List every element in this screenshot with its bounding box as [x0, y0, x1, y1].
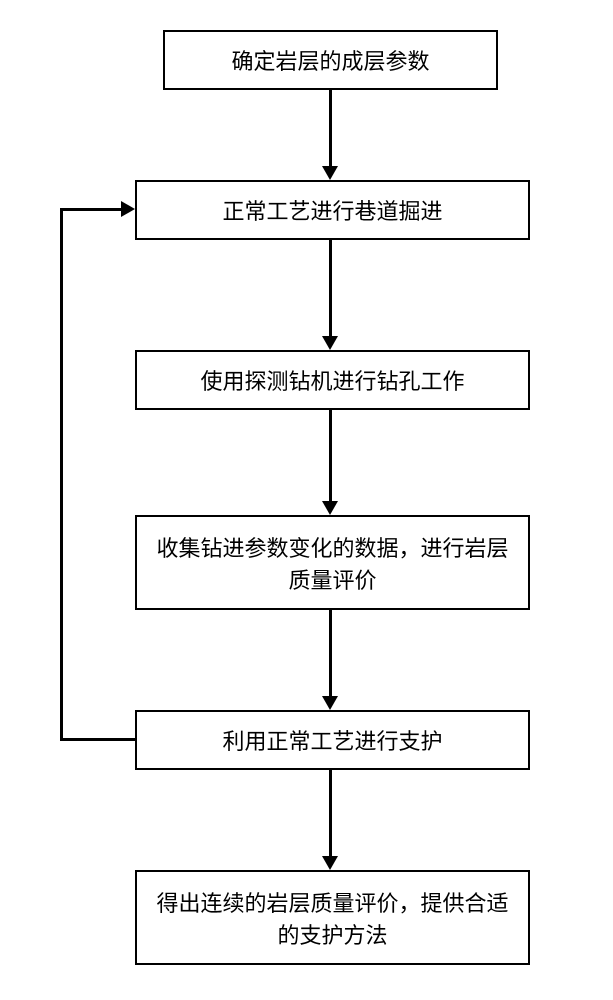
arrow-head-icon	[322, 166, 338, 180]
edge-line	[329, 410, 332, 502]
arrow-head-icon	[322, 856, 338, 870]
edge-line-feedback	[60, 208, 63, 741]
arrow-head-icon	[121, 201, 135, 217]
node-1: 确定岩层的成层参数	[163, 30, 498, 90]
node-label: 确定岩层的成层参数	[231, 44, 429, 76]
edge-line-feedback	[60, 738, 135, 741]
node-label: 正常工艺进行巷道掘进	[222, 194, 442, 226]
node-label: 收集钻进参数变化的数据，进行岩层质量评价	[149, 531, 516, 595]
node-4: 收集钻进参数变化的数据，进行岩层质量评价	[135, 515, 530, 610]
node-3: 使用探测钻机进行钻孔工作	[135, 350, 530, 410]
node-label: 利用正常工艺进行支护	[222, 724, 442, 756]
edge-line	[329, 610, 332, 697]
node-6: 得出连续的岩层质量评价，提供合适的支护方法	[135, 870, 530, 965]
edge-line	[329, 90, 332, 167]
node-5: 利用正常工艺进行支护	[135, 710, 530, 770]
edge-line-feedback	[60, 208, 122, 211]
node-label: 使用探测钻机进行钻孔工作	[200, 364, 464, 396]
arrow-head-icon	[322, 336, 338, 350]
node-label: 得出连续的岩层质量评价，提供合适的支护方法	[149, 886, 516, 950]
node-2: 正常工艺进行巷道掘进	[135, 180, 530, 240]
edge-line	[329, 240, 332, 337]
arrow-head-icon	[322, 501, 338, 515]
arrow-head-icon	[322, 696, 338, 710]
flowchart-container: 确定岩层的成层参数 正常工艺进行巷道掘进 使用探测钻机进行钻孔工作 收集钻进参数…	[0, 0, 613, 1000]
edge-line	[329, 770, 332, 857]
